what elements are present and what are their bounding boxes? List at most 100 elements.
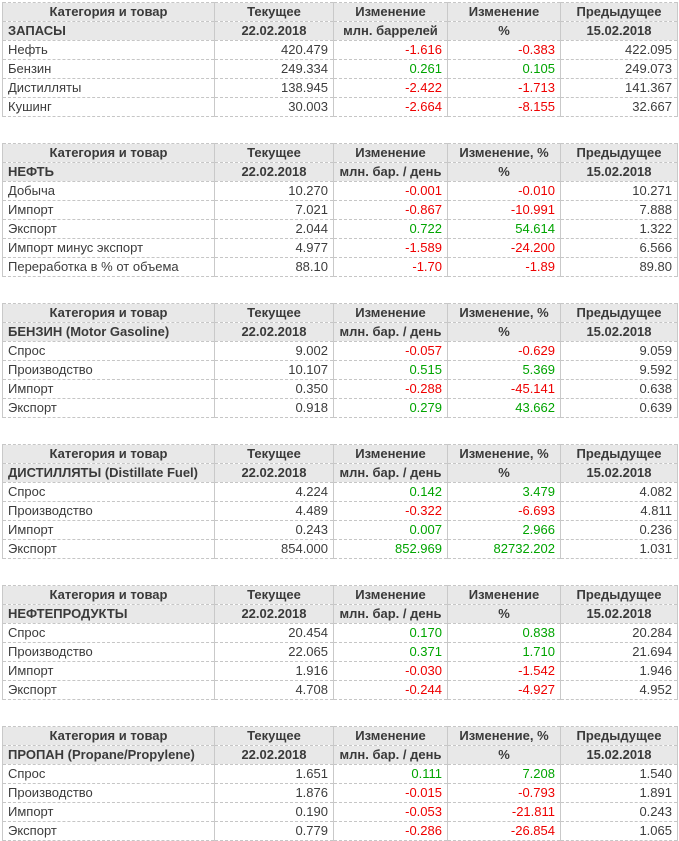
change-cell: 0.722 xyxy=(333,219,448,239)
previous-cell: 422.095 xyxy=(560,40,678,60)
percent-sign: % xyxy=(447,21,561,41)
change-cell: -0.053 xyxy=(333,802,448,822)
current-cell: 0.190 xyxy=(214,802,334,822)
previous-cell: 6.566 xyxy=(560,238,678,258)
table-row: Производство 1.876 -0.015 -0.793 1.891 xyxy=(2,783,678,803)
change-cell: -0.867 xyxy=(333,200,448,220)
change-unit: млн. баррелей xyxy=(333,21,448,41)
header-row: Категория и товар Текущее Изменение Изме… xyxy=(2,143,678,163)
previous-cell: 4.952 xyxy=(560,680,678,700)
table-row: Нефть 420.479 -1.616 -0.383 422.095 xyxy=(2,40,678,60)
table-row: Спрос 4.224 0.142 3.479 4.082 xyxy=(2,482,678,502)
previous-cell: 0.243 xyxy=(560,802,678,822)
current-cell: 10.270 xyxy=(214,181,334,201)
table-row: Импорт минус экспорт 4.977 -1.589 -24.20… xyxy=(2,238,678,258)
current-cell: 4.489 xyxy=(214,501,334,521)
col-header-previous: Предыдущее xyxy=(560,444,678,464)
previous-cell: 0.236 xyxy=(560,520,678,540)
table-title: НЕФТЕПРОДУКТЫ xyxy=(2,604,215,624)
previous-date: 15.02.2018 xyxy=(560,322,678,342)
subheader-row: НЕФТЕПРОДУКТЫ 22.02.2018 млн. бар. / ден… xyxy=(2,604,678,624)
change-unit: млн. бар. / день xyxy=(333,463,448,483)
change-cell: -0.001 xyxy=(333,181,448,201)
col-header-previous: Предыдущее xyxy=(560,143,678,163)
col-header-change-pct: Изменение xyxy=(447,585,561,605)
change-pct-cell: -0.010 xyxy=(447,181,561,201)
change-pct-cell: -21.811 xyxy=(447,802,561,822)
change-cell: 0.261 xyxy=(333,59,448,79)
category-cell: Бензин xyxy=(2,59,215,79)
col-header-change: Изменение xyxy=(333,2,448,22)
header-row: Категория и товар Текущее Изменение Изме… xyxy=(2,303,678,323)
col-header-change-pct: Изменение, % xyxy=(447,143,561,163)
current-date: 22.02.2018 xyxy=(214,21,334,41)
col-header-category: Категория и товар xyxy=(2,303,215,323)
col-header-category: Категория и товар xyxy=(2,2,215,22)
category-cell: Спрос xyxy=(2,623,215,643)
current-cell: 10.107 xyxy=(214,360,334,380)
change-cell: -0.288 xyxy=(333,379,448,399)
current-cell: 22.065 xyxy=(214,642,334,662)
col-header-current: Текущее xyxy=(214,726,334,746)
change-pct-cell: -1.89 xyxy=(447,257,561,277)
change-pct-cell: 1.710 xyxy=(447,642,561,662)
change-pct-cell: 54.614 xyxy=(447,219,561,239)
current-date: 22.02.2018 xyxy=(214,322,334,342)
change-cell: 0.515 xyxy=(333,360,448,380)
col-header-previous: Предыдущее xyxy=(560,303,678,323)
subheader-row: НЕФТЬ 22.02.2018 млн. бар. / день % 15.0… xyxy=(2,162,678,182)
table-row: Производство 4.489 -0.322 -6.693 4.811 xyxy=(2,501,678,521)
col-header-change: Изменение xyxy=(333,143,448,163)
table-row: Производство 10.107 0.515 5.369 9.592 xyxy=(2,360,678,380)
col-header-change-pct: Изменение, % xyxy=(447,303,561,323)
table-title: НЕФТЬ xyxy=(2,162,215,182)
table-row: Экспорт 0.918 0.279 43.662 0.639 xyxy=(2,398,678,418)
table-row: Импорт 7.021 -0.867 -10.991 7.888 xyxy=(2,200,678,220)
category-cell: Производство xyxy=(2,501,215,521)
change-cell: 0.142 xyxy=(333,482,448,502)
table-gasoline: Категория и товар Текущее Изменение Изме… xyxy=(2,303,678,418)
change-cell: 0.111 xyxy=(333,764,448,784)
previous-cell: 1.322 xyxy=(560,219,678,239)
category-cell: Спрос xyxy=(2,482,215,502)
category-cell: Нефть xyxy=(2,40,215,60)
current-cell: 9.002 xyxy=(214,341,334,361)
category-cell: Дистилляты xyxy=(2,78,215,98)
previous-cell: 1.031 xyxy=(560,539,678,559)
percent-sign: % xyxy=(447,745,561,765)
table-title: ЗАПАСЫ xyxy=(2,21,215,41)
change-pct-cell: -0.629 xyxy=(447,341,561,361)
current-cell: 0.243 xyxy=(214,520,334,540)
change-pct-cell: 7.208 xyxy=(447,764,561,784)
previous-cell: 249.073 xyxy=(560,59,678,79)
current-cell: 1.916 xyxy=(214,661,334,681)
col-header-category: Категория и товар xyxy=(2,143,215,163)
table-row: Экспорт 854.000 852.969 82732.202 1.031 xyxy=(2,539,678,559)
change-cell: -0.015 xyxy=(333,783,448,803)
previous-cell: 1.891 xyxy=(560,783,678,803)
col-header-change: Изменение xyxy=(333,585,448,605)
col-header-previous: Предыдущее xyxy=(560,585,678,605)
change-cell: -1.589 xyxy=(333,238,448,258)
current-date: 22.02.2018 xyxy=(214,745,334,765)
category-cell: Спрос xyxy=(2,764,215,784)
col-header-previous: Предыдущее xyxy=(560,726,678,746)
current-date: 22.02.2018 xyxy=(214,162,334,182)
table-propane: Категория и товар Текущее Изменение Изме… xyxy=(2,726,678,841)
current-cell: 30.003 xyxy=(214,97,334,117)
table-row: Кушинг 30.003 -2.664 -8.155 32.667 xyxy=(2,97,678,117)
table-row: Импорт 0.243 0.007 2.966 0.236 xyxy=(2,520,678,540)
col-header-current: Текущее xyxy=(214,303,334,323)
col-header-category: Категория и товар xyxy=(2,444,215,464)
change-cell: 852.969 xyxy=(333,539,448,559)
table-stocks: Категория и товар Текущее Изменение Изме… xyxy=(2,2,678,117)
change-pct-cell: 5.369 xyxy=(447,360,561,380)
table-title: БЕНЗИН (Motor Gasoline) xyxy=(2,322,215,342)
table-row: Экспорт 4.708 -0.244 -4.927 4.952 xyxy=(2,680,678,700)
current-cell: 2.044 xyxy=(214,219,334,239)
change-cell: 0.279 xyxy=(333,398,448,418)
current-cell: 1.651 xyxy=(214,764,334,784)
col-header-current: Текущее xyxy=(214,585,334,605)
table-row: Спрос 20.454 0.170 0.838 20.284 xyxy=(2,623,678,643)
change-cell: -0.057 xyxy=(333,341,448,361)
